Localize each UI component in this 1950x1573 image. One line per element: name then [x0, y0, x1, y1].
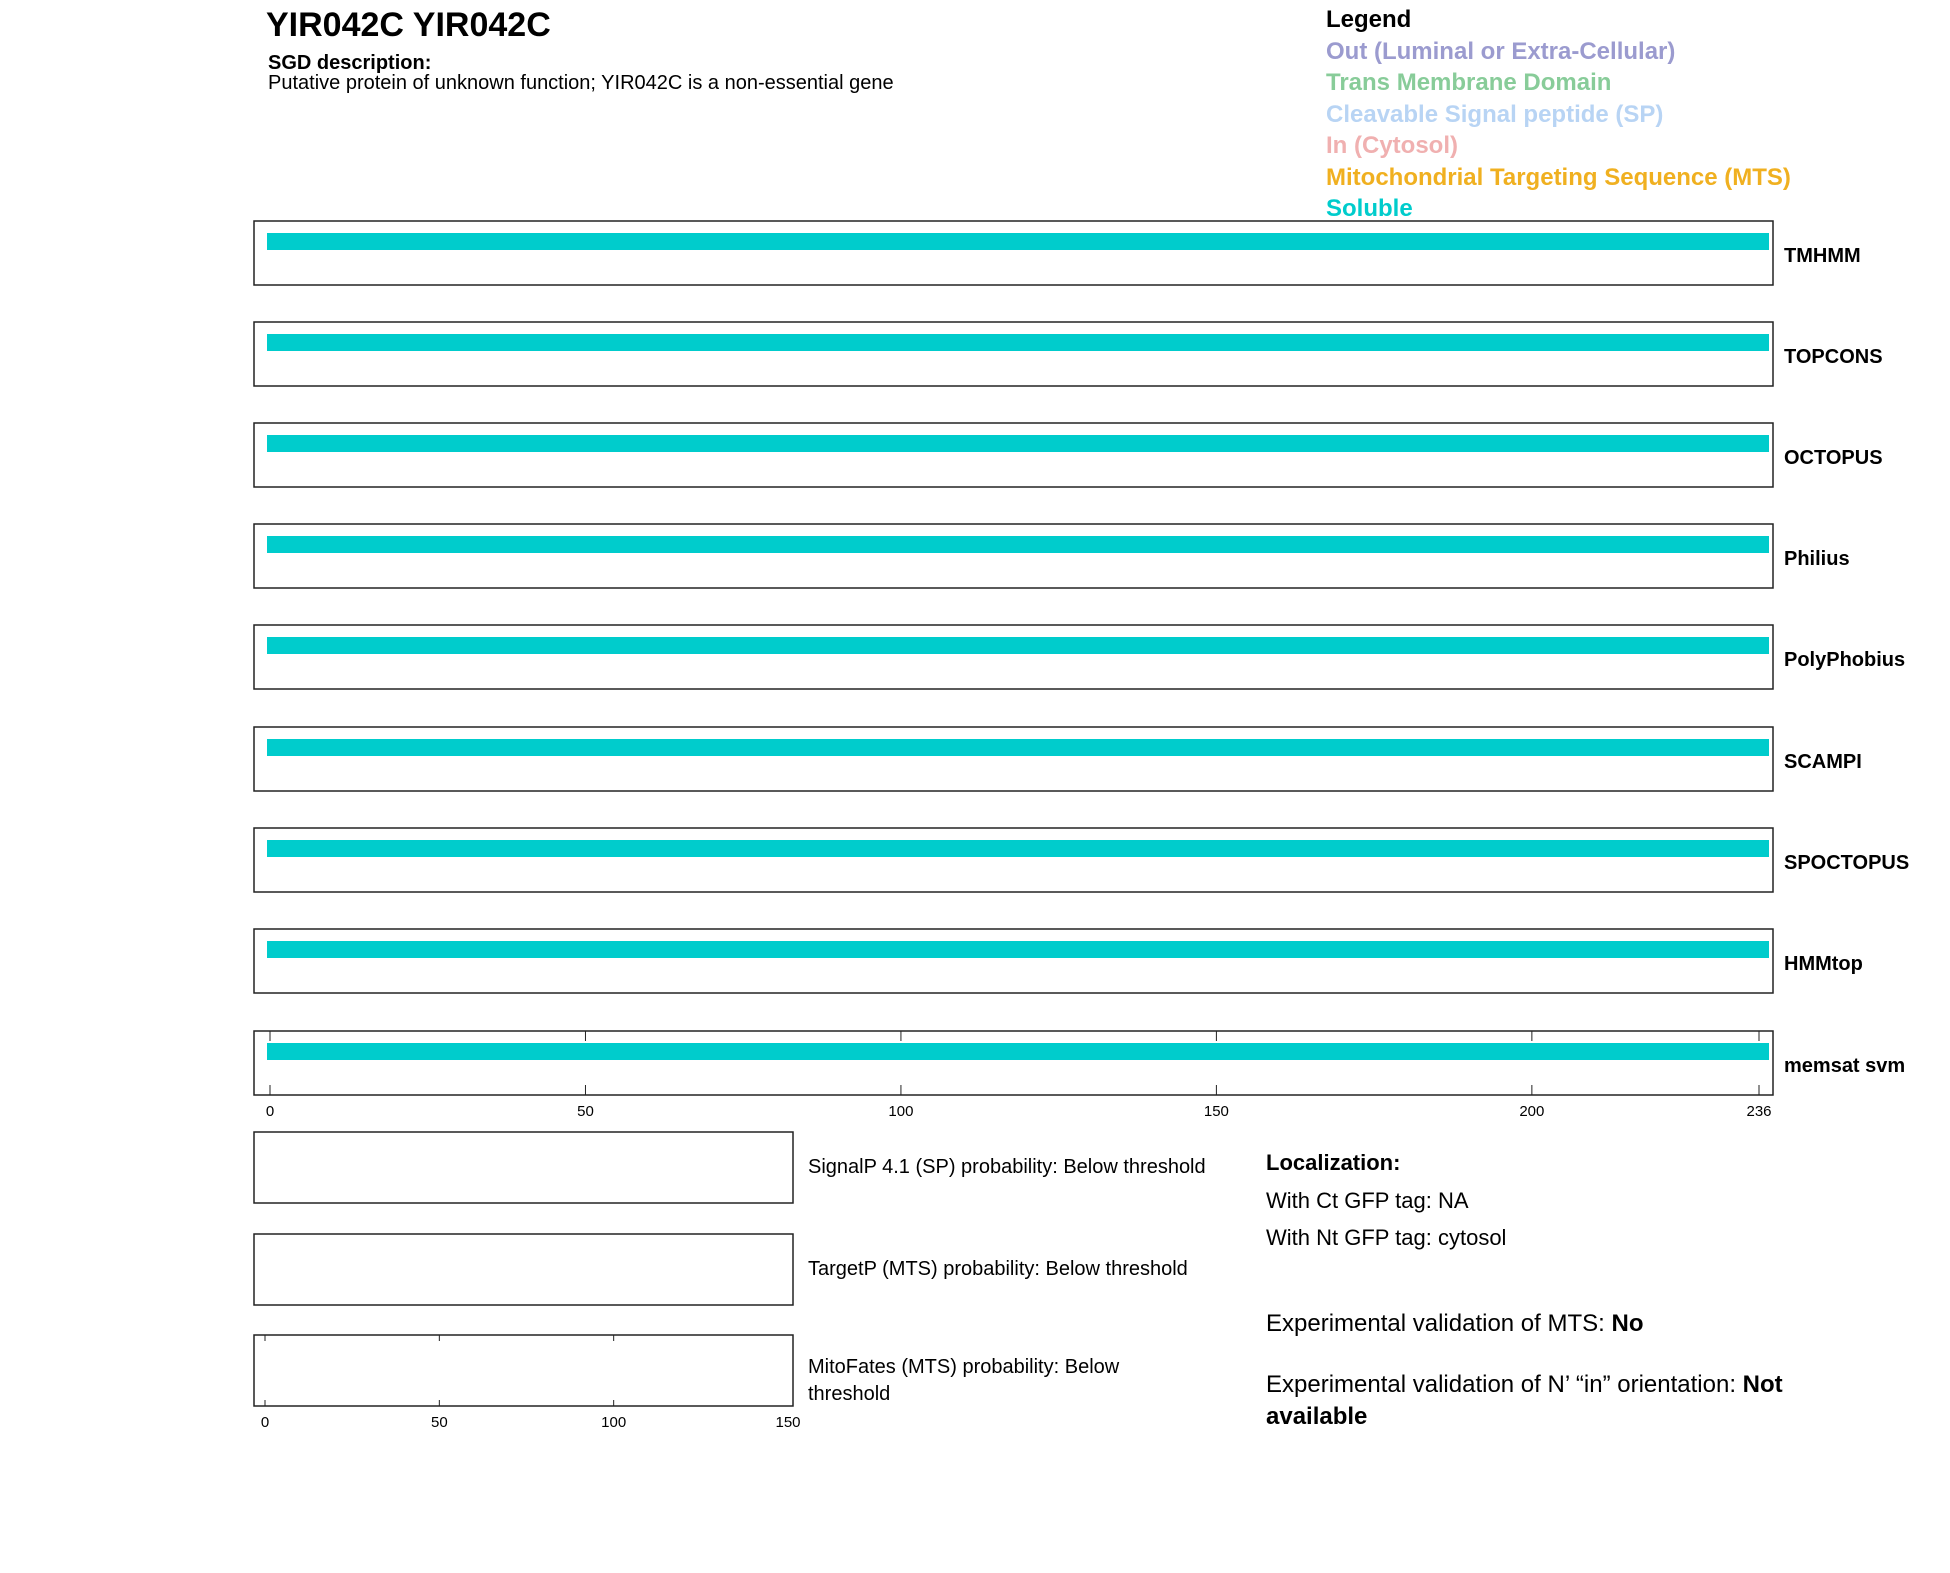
legend-item: In (Cytosol)	[1326, 132, 1458, 159]
track-segment	[267, 739, 1769, 756]
probability-panel	[253, 1334, 794, 1407]
probability-panel	[253, 1233, 794, 1306]
localization-ct: With Ct GFP tag: NA	[1266, 1188, 1469, 1213]
track-label: HMMtop	[1784, 953, 1863, 975]
panel-label-continued: threshold	[808, 1383, 890, 1405]
sgd-label: SGD description:	[268, 52, 432, 74]
track-box	[253, 523, 1774, 589]
orientation-validation: Experimental validation of N’ “in” orien…	[1266, 1369, 1866, 1433]
legend-item: Cleavable Signal peptide (SP)	[1326, 100, 1664, 128]
orientation-validation-label: Experimental validation of N’ “in” orien…	[1266, 1371, 1743, 1398]
track-segment	[267, 941, 1769, 958]
legend-item: Soluble	[1326, 195, 1413, 222]
x-tick-label: 150	[775, 1414, 800, 1431]
x-tick-label: 236	[1746, 1103, 1771, 1120]
x-tick-label: 0	[261, 1414, 269, 1431]
track-label: SCAMPI	[1784, 751, 1862, 773]
track-box	[253, 422, 1774, 488]
x-tick-label: 50	[577, 1103, 594, 1120]
track-segment	[267, 334, 1769, 351]
panel-label: MitoFates (MTS) probability: Below	[808, 1356, 1120, 1378]
track-box	[253, 928, 1774, 994]
localization-nt: With Nt GFP tag: cytosol	[1266, 1225, 1507, 1250]
track-box	[253, 624, 1774, 690]
page-title: YIR042C YIR042C	[266, 6, 551, 44]
track-box	[253, 220, 1774, 286]
localization-heading: Localization:	[1266, 1150, 1401, 1175]
track-label: PolyPhobius	[1784, 649, 1905, 671]
track-label: TOPCONS	[1784, 346, 1883, 368]
legend: Legend Out (Luminal or Extra-Cellular) Tr…	[1326, 4, 1791, 225]
mts-validation: Experimental validation of MTS: No	[1266, 1310, 1643, 1338]
track-label: Philius	[1784, 548, 1850, 570]
legend-item: Trans Membrane Domain	[1326, 69, 1612, 96]
x-tick-label: 200	[1519, 1103, 1544, 1120]
orientation-validation-value: Not available	[1266, 1371, 1783, 1430]
track-box	[253, 1030, 1774, 1096]
track-segment	[267, 840, 1769, 857]
legend-item: Out (Luminal or Extra-Cellular)	[1326, 37, 1676, 65]
track-label: TMHMM	[1784, 245, 1861, 267]
track-segment	[267, 435, 1769, 452]
track-segment	[267, 637, 1769, 654]
track-box	[253, 827, 1774, 893]
probability-panel	[253, 1131, 794, 1204]
x-tick-label: 100	[601, 1414, 626, 1431]
track-box	[253, 726, 1774, 792]
mts-validation-label: Experimental validation of MTS:	[1266, 1310, 1612, 1337]
track-segment	[267, 1043, 1769, 1060]
x-tick-label: 100	[888, 1103, 913, 1120]
track-label: SPOCTOPUS	[1784, 852, 1909, 874]
x-tick-label: 50	[431, 1414, 448, 1431]
mts-validation-value: No	[1611, 1310, 1644, 1337]
x-tick-label: 0	[266, 1103, 274, 1120]
legend-title: Legend	[1326, 6, 1412, 33]
panel-label: TargetP (MTS) probability: Below thresho…	[808, 1258, 1188, 1280]
x-tick-label: 150	[1204, 1103, 1229, 1120]
track-label: memsat svm	[1784, 1055, 1905, 1077]
track-label: OCTOPUS	[1784, 447, 1883, 469]
panel-label: SignalP 4.1 (SP) probability: Below thre…	[808, 1156, 1206, 1178]
sgd-description: Putative protein of unknown function; YI…	[268, 72, 894, 94]
track-box	[253, 321, 1774, 387]
legend-item: Mitochondrial Targeting Sequence (MTS)	[1326, 163, 1791, 191]
track-segment	[267, 233, 1769, 250]
track-segment	[267, 536, 1769, 553]
